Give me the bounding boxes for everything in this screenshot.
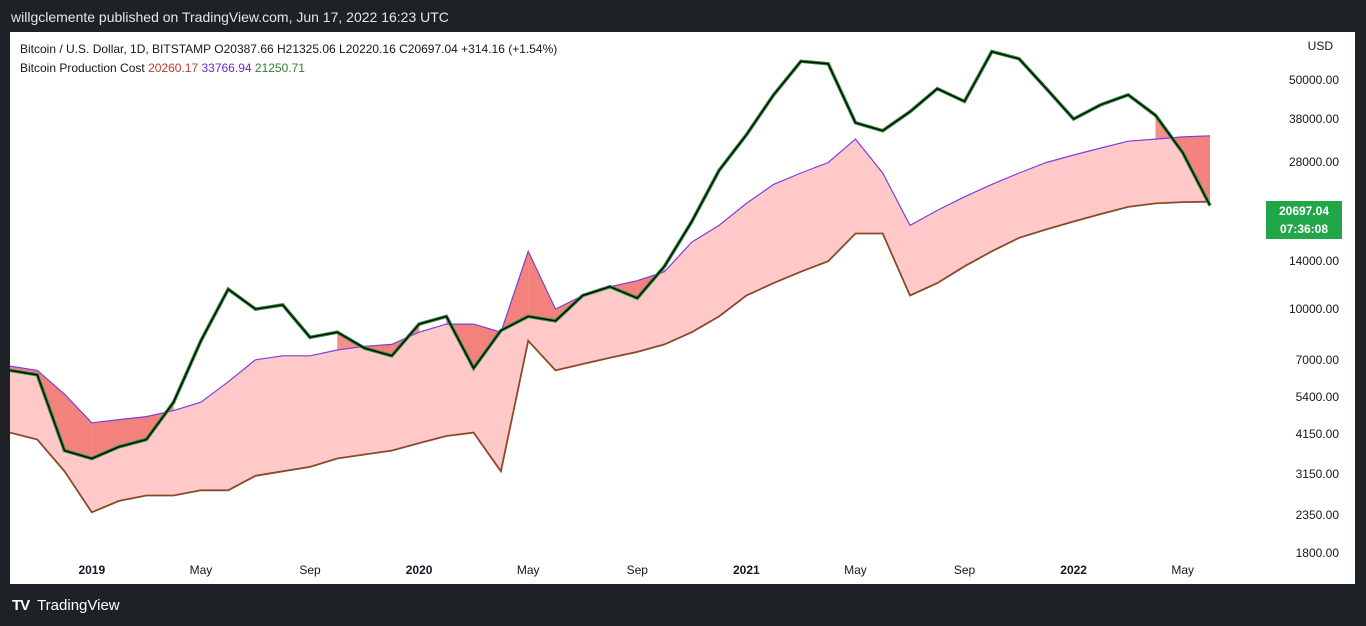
y-tick-label: 28000.00: [1288, 155, 1339, 170]
y-tick-label: 38000.00: [1288, 111, 1339, 126]
indicator-name: Bitcoin Production Cost: [20, 61, 145, 75]
brand-name: TradingView: [37, 597, 120, 614]
y-tick-label: 7000.00: [1295, 352, 1339, 367]
y-tick-label: 4150.00: [1295, 427, 1339, 442]
production-cost-band: [10, 135, 1210, 513]
x-tick-label: 2019: [78, 563, 106, 577]
indicator-value-2: 33766.94: [201, 61, 252, 75]
x-tick-label: Sep: [953, 563, 976, 577]
y-tick-label: 1800.00: [1295, 546, 1339, 561]
y-tick-label: 5400.00: [1295, 389, 1339, 404]
band-highlight-segment: [64, 394, 92, 459]
last-price-badge: 20697.04 07:36:08: [1266, 201, 1342, 239]
x-tick-label: May: [189, 563, 213, 577]
bar-countdown: 07:36:08: [1279, 222, 1329, 236]
y-tick-label: 2350.00: [1295, 508, 1339, 523]
publisher-header: willgclemente published on TradingView.c…: [0, 0, 1366, 32]
x-tick-label: 2022: [1060, 563, 1087, 577]
x-tick-label: 2020: [405, 563, 433, 577]
x-tick-label: May: [844, 563, 867, 577]
y-tick-label: 3150.00: [1295, 466, 1339, 481]
currency-label[interactable]: USD: [1307, 39, 1333, 53]
indicator-value-1: 20260.17: [148, 61, 199, 75]
indicator-legend[interactable]: Bitcoin Production Cost 20260.17 33766.9…: [20, 59, 557, 78]
chart-legend: Bitcoin / U.S. Dollar, 1D, BITSTAMP O203…: [20, 40, 557, 78]
band-highlight-segment: [528, 251, 556, 321]
footer-branding[interactable]: TV TradingView: [12, 597, 120, 614]
lower-cost-line: [10, 200, 1211, 514]
chart-panel[interactable]: Bitcoin / U.S. Dollar, 1D, BITSTAMP O203…: [10, 32, 1355, 584]
last-price: 20697.04: [1278, 204, 1330, 218]
price-above-cost-line: [10, 49, 1212, 461]
x-tick-label: May: [1171, 563, 1195, 577]
y-tick-label: 14000.00: [1288, 254, 1339, 269]
x-tick-label: May: [516, 563, 540, 577]
x-tick-label: 2021: [733, 563, 760, 577]
price-chart[interactable]: [10, 32, 1355, 584]
y-tick-label: 10000.00: [1288, 302, 1339, 317]
x-tick-label: Sep: [626, 563, 648, 577]
indicator-value-3: 21250.71: [254, 61, 305, 75]
y-tick-label: 50000.00: [1288, 72, 1339, 87]
symbol-legend[interactable]: Bitcoin / U.S. Dollar, 1D, BITSTAMP O203…: [20, 42, 558, 56]
tradingview-logo-icon: TV: [12, 597, 30, 614]
publisher-text: willgclemente published on TradingView.c…: [11, 9, 449, 25]
x-tick-label: Sep: [299, 563, 321, 577]
band-highlight-segment: [119, 416, 147, 447]
price-line: [10, 50, 1211, 460]
band-highlight-segment: [1182, 135, 1210, 202]
